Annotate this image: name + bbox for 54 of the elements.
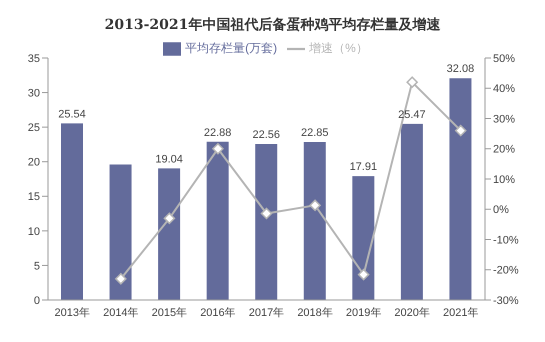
legend-label: 增速（%）	[309, 41, 368, 56]
point	[406, 76, 418, 88]
data-label: 25.47	[398, 108, 426, 121]
bar	[352, 176, 374, 300]
y2-tick-label: 50%	[493, 52, 516, 65]
y2-tick-label: 0%	[493, 204, 510, 216]
data-label: 25.54	[58, 108, 86, 120]
y2-tick-label: 40%	[493, 83, 516, 96]
y2-tick-label: 10%	[493, 174, 516, 186]
x-tick-label: 2016年	[200, 306, 236, 319]
data-label: 22.85	[301, 127, 329, 140]
y-tick-label: 20	[28, 156, 40, 169]
point	[115, 273, 127, 285]
y2-tick-label: 20%	[493, 144, 516, 156]
x-tick-label: 2013年	[54, 306, 90, 319]
x-tick-label: 2014年	[103, 306, 139, 319]
y2-tick-label: 30%	[493, 113, 516, 126]
bar	[110, 164, 132, 300]
y-tick-label: 15	[28, 191, 40, 204]
data-label: 17.91	[350, 161, 378, 174]
data-label: 22.56	[252, 129, 280, 142]
bar	[158, 168, 180, 300]
point	[164, 212, 176, 224]
x-tick-label: 2021年	[442, 306, 478, 319]
y2-tick-label: -10%	[493, 234, 519, 246]
x-tick-label: 2019年	[346, 306, 382, 319]
data-label: 22.88	[204, 126, 232, 139]
point	[260, 208, 272, 220]
y2-tick-label: -20%	[493, 264, 519, 277]
y-tick-label: 0	[34, 294, 40, 307]
legend-label: 平均存栏量(万套)	[185, 41, 278, 56]
y-tick-label: 10	[28, 226, 40, 238]
bar	[61, 123, 83, 300]
x-tick-label: 2017年	[248, 306, 284, 319]
bar	[304, 142, 326, 300]
bar	[255, 144, 278, 300]
chart-title: 2013-2021年中国祖代后备蛋种鸡平均存栏量及增速	[104, 16, 442, 34]
x-tick-label: 2015年	[152, 306, 188, 319]
point	[358, 268, 370, 280]
x-tick-label: 2018年	[297, 306, 333, 319]
point	[454, 124, 466, 136]
y2-tick-label: -30%	[493, 294, 519, 307]
bar	[449, 78, 472, 300]
data-label: 32.08	[446, 63, 474, 76]
x-tick-label: 2020年	[394, 306, 430, 319]
bar	[206, 142, 229, 300]
y-tick-label: 35	[28, 52, 40, 65]
point	[212, 143, 224, 154]
point	[309, 200, 321, 212]
y-tick-label: 30	[28, 87, 40, 100]
y-tick-label: 25	[28, 122, 40, 134]
bar	[400, 124, 423, 300]
data-label: 19.04	[155, 153, 183, 166]
y-tick-label: 5	[34, 260, 40, 272]
